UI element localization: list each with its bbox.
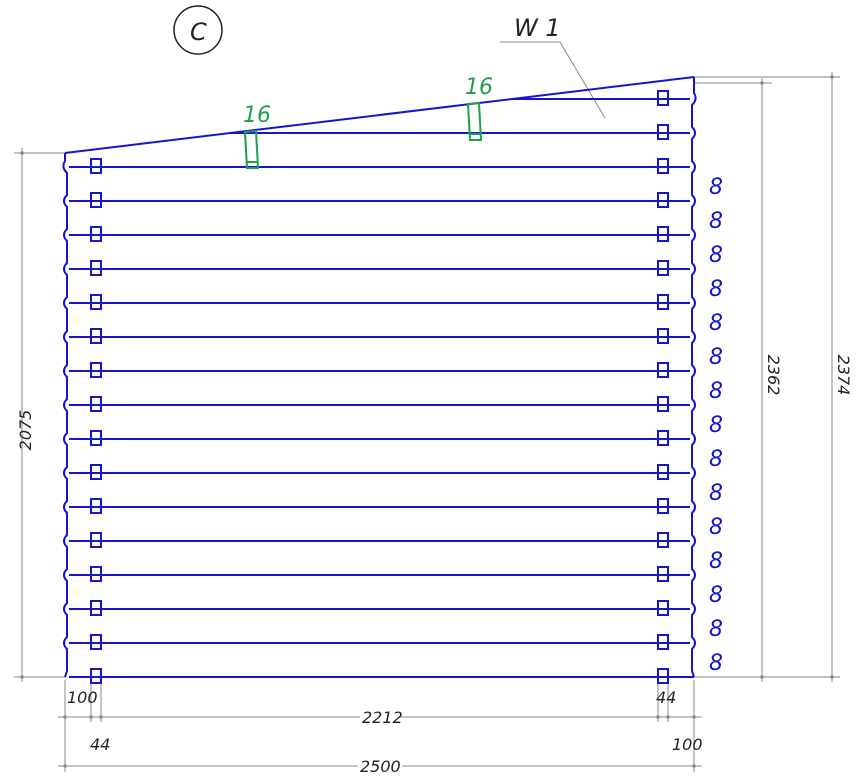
view-label-circle bbox=[173, 5, 223, 55]
dowel-left-6 bbox=[90, 362, 102, 378]
dowel-left-4 bbox=[90, 294, 102, 310]
dowel-left-15 bbox=[90, 668, 102, 684]
dowel-right-4 bbox=[657, 226, 669, 242]
rafter-marks bbox=[243, 101, 483, 169]
dowel-left-12 bbox=[90, 566, 102, 582]
dim-bottom-left-inner: 44 bbox=[90, 735, 110, 754]
dowel-right-2 bbox=[657, 158, 669, 174]
dowel-right-1 bbox=[657, 124, 669, 140]
dim-right-inner-height: 2362 bbox=[764, 355, 783, 396]
dowel-left-9 bbox=[90, 464, 102, 480]
rafter-mark-left bbox=[243, 129, 260, 169]
dowel-right-10 bbox=[657, 430, 669, 446]
dowel-left-13 bbox=[90, 600, 102, 616]
dowel-right-9 bbox=[657, 396, 669, 412]
dim-bottom-right-offset: 100 bbox=[672, 735, 703, 754]
log-count-13: 8 bbox=[709, 617, 723, 642]
dowel-left-5 bbox=[90, 328, 102, 344]
dowel-right-13 bbox=[657, 532, 669, 548]
rafter-mark-label-left: 16 bbox=[243, 103, 271, 128]
roof-slope-line bbox=[64, 76, 695, 154]
dowel-right-0 bbox=[657, 90, 669, 106]
rafter-mark-label-right: 16 bbox=[465, 75, 493, 100]
log-count-7: 8 bbox=[709, 413, 723, 438]
dowel-right-16 bbox=[657, 634, 669, 650]
dim-left-height: 2075 bbox=[16, 410, 35, 451]
rafter-mark-right bbox=[466, 101, 483, 141]
dowel-right-14 bbox=[657, 566, 669, 582]
wall-label: W 1 bbox=[514, 14, 561, 42]
dowel-right-11 bbox=[657, 464, 669, 480]
log-count-1: 8 bbox=[709, 209, 723, 234]
dim-overall-width: 2500 bbox=[360, 757, 401, 776]
dim-bottom-right-inner: 44 bbox=[656, 688, 676, 707]
log-count-12: 8 bbox=[709, 583, 723, 608]
dowel-right-7 bbox=[657, 328, 669, 344]
dowel-right-5 bbox=[657, 260, 669, 276]
dowel-left-2 bbox=[90, 226, 102, 242]
log-count-6: 8 bbox=[709, 379, 723, 404]
log-count-14: 8 bbox=[709, 651, 723, 676]
dowel-right-15 bbox=[657, 600, 669, 616]
log-count-2: 8 bbox=[709, 243, 723, 268]
right-log-ends bbox=[691, 77, 697, 678]
dowel-left-14 bbox=[90, 634, 102, 650]
view-label: C bbox=[190, 18, 207, 46]
dowel-right-12 bbox=[657, 498, 669, 514]
dowel-right-8 bbox=[657, 362, 669, 378]
dowel-right-6 bbox=[657, 294, 669, 310]
dowel-left-3 bbox=[90, 260, 102, 276]
dowel-left-1 bbox=[90, 192, 102, 208]
log-count-5: 8 bbox=[709, 345, 723, 370]
log-count-3: 8 bbox=[709, 277, 723, 302]
log-count-9: 8 bbox=[709, 481, 723, 506]
wall-logs bbox=[62, 76, 697, 684]
dim-inner-span: 2212 bbox=[362, 708, 403, 727]
dimension-ticks bbox=[20, 75, 834, 768]
dowel-right-17 bbox=[657, 668, 669, 684]
dowel-left-10 bbox=[90, 498, 102, 514]
log-count-8: 8 bbox=[709, 447, 723, 472]
log-count-11: 8 bbox=[709, 549, 723, 574]
dowel-right-3 bbox=[657, 192, 669, 208]
dowel-left-7 bbox=[90, 396, 102, 412]
dowel-left-8 bbox=[90, 430, 102, 446]
log-count-0: 8 bbox=[709, 175, 723, 200]
dowel-left-0 bbox=[90, 158, 102, 174]
dim-bottom-left-offset: 100 bbox=[67, 688, 98, 707]
dim-right-outer-height: 2374 bbox=[834, 355, 853, 396]
log-count-10: 8 bbox=[709, 515, 723, 540]
log-count-4: 8 bbox=[709, 311, 723, 336]
log-count-column: 8 8 8 8 8 8 8 8 8 8 8 8 8 8 8 bbox=[709, 175, 723, 676]
left-log-ends bbox=[62, 153, 68, 678]
dowel-left-11 bbox=[90, 532, 102, 548]
